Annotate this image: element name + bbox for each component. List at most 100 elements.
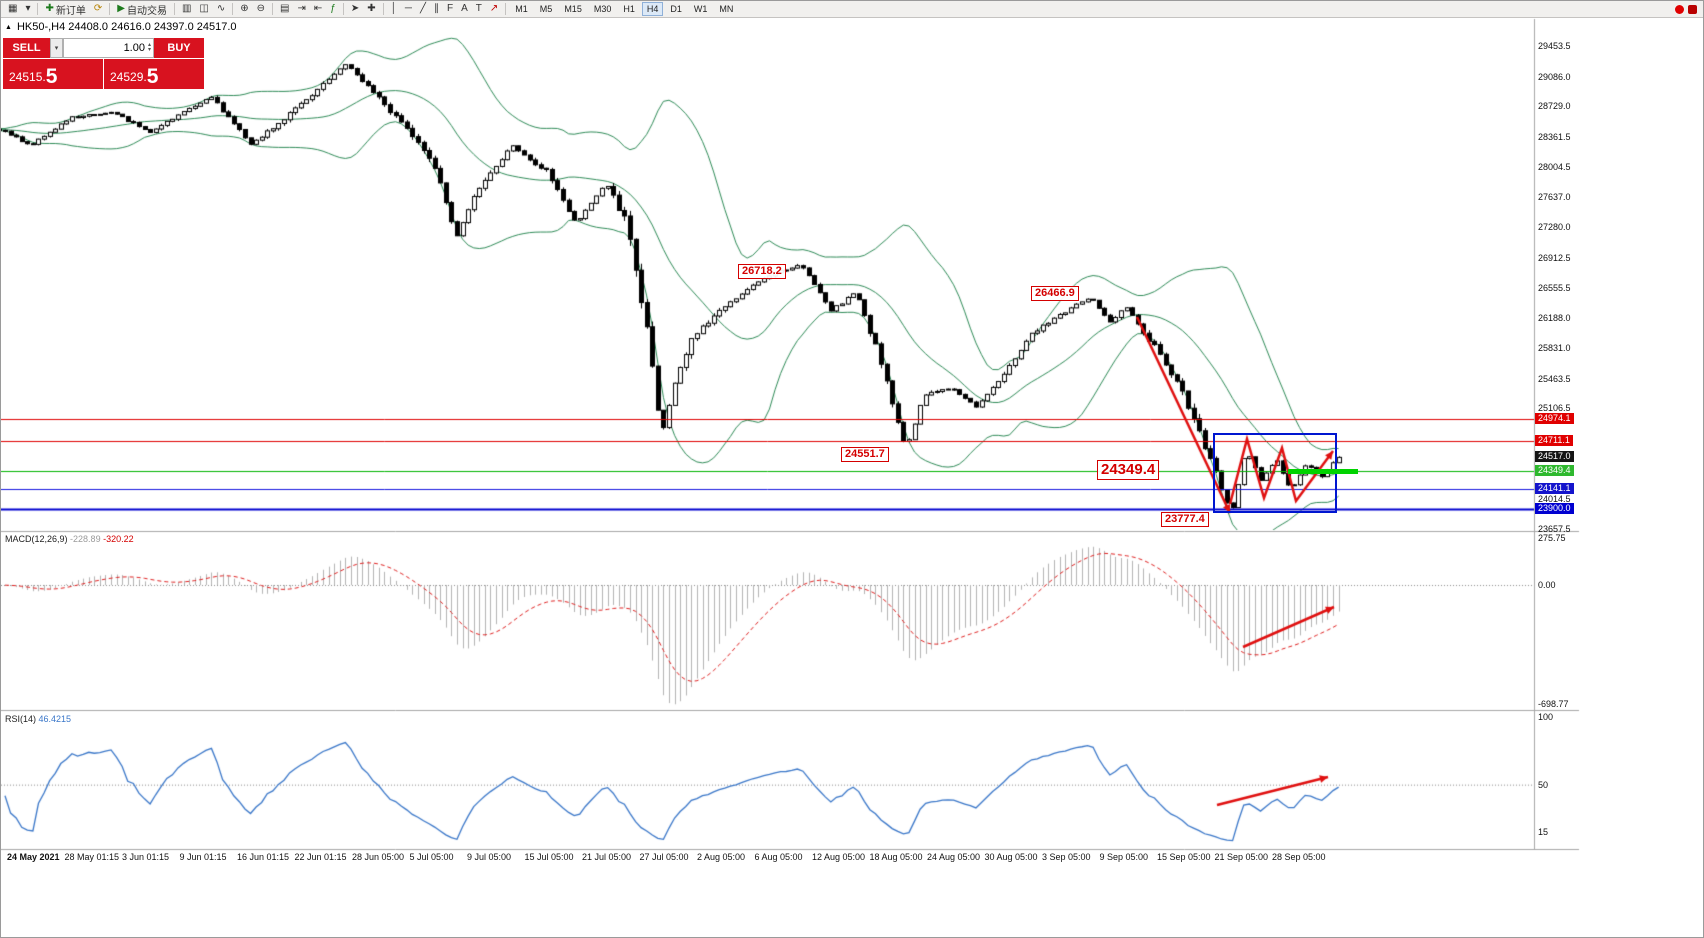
buy-price-button[interactable]: 24529. 5 [104, 59, 204, 89]
timeframe-w1[interactable]: W1 [693, 4, 708, 14]
volume-dropdown-icon[interactable]: ▾ [50, 38, 63, 58]
indicators-button[interactable]: ƒ [326, 1, 340, 18]
refresh-button[interactable]: ⟳ [90, 1, 106, 18]
collapse-trade-panel-icon[interactable]: ▲ [5, 23, 12, 31]
trendline-button[interactable]: ╱ [416, 1, 430, 18]
timeframe-m1[interactable]: M1 [515, 4, 528, 14]
bar-chart-button[interactable]: ▥ [178, 1, 195, 18]
candlestick-chart-icon: ◫ [199, 3, 209, 14]
toolbar: ▦ ▾ ✚ 新订单 ⟳ ▶ 自动交易 ▥ ◫ ∿ ⊕ ⊖ ▤ ⇥ ⇤ ƒ ➤ ✚ │ ─ ╱ ∥ F A T ↗ M1 M5 M15 M… [1, 1, 1703, 18]
price-axis-tick: 26912.5 [1538, 252, 1571, 263]
time-axis-label: 21 Jul 05:00 [582, 852, 632, 862]
bar-chart-icon: ▥ [181, 3, 192, 14]
toolbar-separator [109, 3, 111, 15]
line-chart-button[interactable]: ∿ [213, 1, 229, 18]
price-annotation-label: 26466.9 [1031, 286, 1079, 302]
toolbar-separator [232, 3, 234, 15]
zoom-in-icon: ⊕ [240, 3, 249, 14]
price-axis-marker: 24711.1 [1535, 435, 1573, 447]
new-chart-icon: ▦ [8, 3, 18, 14]
equidistant-channel-button[interactable]: ∥ [430, 1, 443, 18]
sell-price-button[interactable]: 24515. 5 [3, 59, 103, 89]
vertical-line-button[interactable]: │ [387, 1, 401, 18]
price-annotation-label: 24349.4 [1097, 460, 1160, 480]
one-click-trading-panel: SELL ▾ 1.00 ▴ ▾ BUY 24515. 5 24529. 5 [3, 38, 204, 89]
toolbar-separator [382, 3, 384, 15]
volume-input[interactable]: 1.00 ▴ ▾ [63, 38, 154, 58]
volume-value: 1.00 [123, 42, 145, 54]
arrows-button[interactable]: ↗ [486, 1, 502, 18]
price-annotation-label: 23777.4 [1161, 512, 1209, 528]
text-label-button[interactable]: T [472, 1, 486, 18]
chart-symbol-header: ▲ HK50-,H4 24408.0 24616.0 24397.0 24517… [5, 21, 237, 33]
time-axis-label: 3 Sep 05:00 [1042, 852, 1091, 862]
toolbar-separator [272, 3, 274, 15]
price-axis-tick: 25463.5 [1538, 373, 1571, 384]
zoom-out-button[interactable]: ⊖ [253, 1, 269, 18]
chart-list-icon: ▾ [25, 3, 31, 14]
fibonacci-button[interactable]: F [443, 1, 457, 18]
equidistant-channel-icon: ∥ [434, 3, 439, 14]
rsi-indicator-label: RSI(14) 46.4215 [5, 714, 71, 724]
new-order-button[interactable]: ✚ 新订单 [41, 1, 89, 18]
refresh-icon: ⟳ [93, 3, 103, 14]
new-order-icon: ✚ [45, 3, 54, 14]
buy-price-pip: 5 [146, 65, 159, 88]
timeframe-buttons: M1 M5 M15 M30 H1 H4 D1 W1 MN [509, 1, 739, 17]
price-axis-tick: 26555.5 [1538, 282, 1571, 293]
toolbar-separator [505, 3, 507, 15]
time-axis-label: 9 Sep 05:00 [1099, 852, 1149, 862]
timeframe-mn[interactable]: MN [719, 4, 734, 14]
time-axis-label: 24 Aug 05:00 [927, 852, 981, 862]
rsi-axis-tick: 100 [1538, 712, 1554, 722]
tile-windows-button[interactable]: ▤ [276, 1, 293, 18]
buy-button[interactable]: BUY [154, 38, 204, 58]
crosshair-button[interactable]: ✚ [363, 1, 379, 18]
time-axis-label: 28 Sep 05:00 [1272, 852, 1326, 862]
candlestick-chart-button[interactable]: ◫ [195, 1, 212, 18]
macd-indicator-label: MACD(12,26,9) -228.89 -320.22 [5, 534, 134, 544]
toolbar-separator [173, 3, 175, 15]
new-chart-button[interactable]: ▦ [4, 1, 21, 18]
text-icon: A [461, 3, 468, 14]
text-button[interactable]: A [457, 1, 472, 18]
sell-button[interactable]: SELL [3, 38, 50, 58]
news-badge-icon[interactable] [1688, 4, 1697, 14]
horizontal-line-button[interactable]: ─ [401, 1, 416, 18]
toolbar-separator [37, 3, 39, 15]
green-level-segment [1288, 469, 1358, 475]
price-axis-marker: 24141.1 [1535, 482, 1574, 494]
timeframe-m30[interactable]: M30 [593, 4, 612, 14]
rsi-value: 46.4215 [38, 714, 72, 724]
macd-main-value: -228.89 [70, 534, 101, 544]
timeframe-d1[interactable]: D1 [670, 4, 682, 14]
alert-badge-icon[interactable] [1675, 4, 1684, 14]
timeframe-h4[interactable]: H4 [641, 2, 664, 16]
time-axis-label: 27 Jul 05:00 [639, 852, 689, 862]
timeframe-h1[interactable]: H1 [623, 4, 635, 14]
zoom-out-icon: ⊖ [256, 3, 266, 14]
price-axis-tick: 28361.5 [1538, 132, 1571, 142]
volume-up-icon[interactable]: ▴ [147, 42, 151, 48]
time-axis-label: 30 Aug 05:00 [984, 852, 1038, 862]
volume-down-icon[interactable]: ▾ [147, 47, 151, 53]
text-label-icon: T [475, 3, 482, 14]
time-axis-label: 28 Jun 05:00 [352, 852, 405, 862]
sell-price-pip: 5 [45, 65, 58, 88]
time-axis-label: 9 Jul 05:00 [467, 852, 512, 862]
cursor-button[interactable]: ➤ [347, 1, 363, 18]
indicators-icon: ƒ [330, 3, 336, 14]
zoom-in-button[interactable]: ⊕ [236, 1, 252, 18]
auto-scroll-button[interactable]: ⇥ [294, 1, 310, 18]
time-axis-label: 15 Sep 05:00 [1157, 852, 1211, 862]
price-axis-tick: 29453.5 [1538, 41, 1571, 51]
chart-list-dropdown[interactable]: ▾ [21, 1, 34, 18]
tile-windows-icon: ▤ [280, 3, 290, 14]
timeframe-m5[interactable]: M5 [539, 4, 553, 14]
chart-shift-button[interactable]: ⇤ [310, 1, 326, 18]
timeframe-m15[interactable]: M15 [564, 4, 582, 14]
time-axis-label: 3 Jun 01:15 [122, 852, 170, 862]
auto-trading-button[interactable]: ▶ 自动交易 [113, 1, 171, 18]
